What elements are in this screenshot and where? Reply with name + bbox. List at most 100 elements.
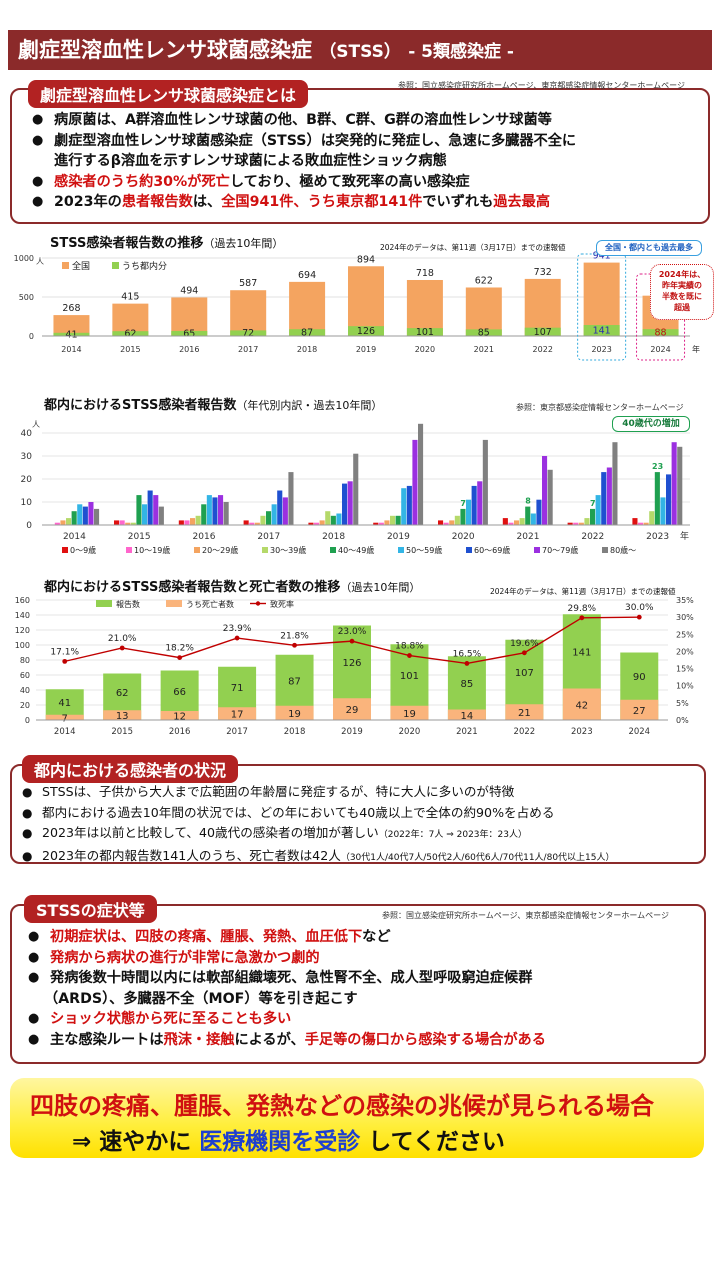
chart3-ytick: 60 bbox=[20, 671, 30, 680]
chart2-bar bbox=[243, 520, 249, 525]
chart3-title: 都内におけるSTSS感染者報告数と死亡者数の推移（過去10年間） bbox=[44, 580, 421, 595]
chart1-bar-tokyo bbox=[642, 329, 679, 336]
chart3-y2tick: 20% bbox=[676, 647, 694, 656]
chart3-label-reports: 41 bbox=[58, 698, 71, 709]
chart2-legend-label: 0～9歳 bbox=[70, 545, 96, 555]
chart3-legend-reports: 報告数 bbox=[116, 599, 140, 609]
status-bullet-2: 都内における過去10年間の状況では、どの年においても40歳以上で全体の約90%を… bbox=[22, 803, 615, 824]
chart2-bar bbox=[88, 502, 94, 525]
chart3-label-deaths: 27 bbox=[633, 706, 646, 717]
chart1-label-tokyo: 126 bbox=[357, 326, 375, 337]
chart2-bar bbox=[525, 506, 531, 525]
symptoms-bullet-2: 発病から病状の進行が非常に急激かつ劇的 bbox=[28, 948, 546, 969]
chart1-ytick: 500 bbox=[19, 293, 34, 302]
chart3-fatality-label: 16.5% bbox=[453, 649, 482, 659]
chart2-xtick: 2019 bbox=[387, 532, 410, 542]
chart1-bar-tokyo bbox=[524, 327, 561, 336]
chart2-bar bbox=[660, 497, 666, 525]
chart2-bar bbox=[590, 508, 596, 525]
chart2-legend-label: 10～19歳 bbox=[134, 545, 170, 555]
chart3-fatality-label: 21.0% bbox=[108, 634, 137, 644]
chart2-xtick: 2014 bbox=[63, 532, 86, 542]
chart3-label-deaths: 21 bbox=[518, 708, 531, 719]
chart3-fatality-label: 18.2% bbox=[165, 644, 194, 654]
chart2-xtick: 2017 bbox=[257, 532, 280, 542]
chart1-title: STSS感染者報告数の推移（過去10年間） bbox=[50, 236, 284, 251]
chart2-bar bbox=[547, 469, 553, 525]
chart1-label-national: 494 bbox=[180, 285, 198, 296]
chart3-label-reports: 71 bbox=[231, 683, 244, 694]
chart2-bar bbox=[136, 495, 142, 525]
chart1-bar-national bbox=[583, 262, 620, 336]
chart3-fatality-point bbox=[349, 638, 355, 644]
chart3-legend-deaths-swatch bbox=[166, 600, 182, 607]
chart1-bar-tokyo bbox=[289, 329, 326, 336]
chart1-label-tokyo: 65 bbox=[183, 328, 195, 339]
chart1-bar-national bbox=[171, 297, 208, 336]
chart2-bar bbox=[77, 504, 83, 525]
chart3-legend-rate: 致死率 bbox=[270, 599, 294, 609]
chart2-bar bbox=[142, 504, 148, 525]
chart2-bar bbox=[519, 518, 525, 525]
chart1-ytick: 1000 bbox=[14, 254, 34, 263]
chart3-y2tick: 10% bbox=[676, 682, 694, 691]
chart2-bar bbox=[266, 511, 272, 525]
chart2-bar bbox=[147, 490, 153, 525]
symptoms-bullets: 初期症状は、四肢の疼痛、腫脹、発熱、血圧低下など 発病から病状の進行が非常に急激… bbox=[28, 927, 546, 1050]
chart3-fatality-label: 17.1% bbox=[50, 647, 79, 657]
chart2-callout-40s: 40歳代の増加 bbox=[612, 416, 690, 432]
overview-bullets: 病原菌は、A群溶血性レンサ球菌の他、B群、C群、G群の溶血性レンサ球菌等 劇症型… bbox=[32, 110, 576, 213]
chart1-bar-tokyo bbox=[230, 330, 267, 336]
chart2-bar bbox=[82, 506, 88, 525]
chart1-xtick: 2023 bbox=[591, 345, 611, 354]
chart2-bar bbox=[373, 522, 379, 525]
chart1-bar-tokyo bbox=[406, 328, 443, 336]
chart2-data-label: 7 bbox=[590, 499, 596, 508]
chart1-legend-national-swatch bbox=[62, 262, 69, 269]
chart1-bar-tokyo bbox=[348, 326, 384, 336]
chart2-bar bbox=[514, 520, 520, 525]
chart3-ytick: 100 bbox=[15, 641, 30, 650]
chart1-label-national: 415 bbox=[121, 292, 139, 303]
chart2-bar bbox=[502, 518, 508, 525]
chart2-xtick: 2016 bbox=[193, 532, 216, 542]
chart3-label-deaths: 29 bbox=[346, 705, 359, 716]
overview-bullet-2: 劇症型溶血性レンサ球菌感染症（STSS）は突発的に発症し、急速に多臓器不全に bbox=[32, 131, 576, 152]
chart3-y2tick: 0% bbox=[676, 716, 689, 725]
chart3-xtick: 2021 bbox=[456, 727, 478, 737]
chart2-bar bbox=[567, 522, 573, 525]
chart2-title: 都内におけるSTSS感染者報告数（年代別内訳・過去10年間） bbox=[44, 398, 383, 413]
chart2-bar bbox=[158, 506, 164, 525]
chart1-xtick: 2015 bbox=[120, 345, 140, 354]
chart2-legend-swatch bbox=[194, 547, 200, 553]
chart2-xtick: 2023 bbox=[646, 532, 669, 542]
status-bullet-3: 2023年は以前と比較して、40歳代の感染者の増加が著しい（2022年：7人 ⇒… bbox=[22, 823, 615, 846]
chart2-bar bbox=[477, 481, 483, 525]
chart3-xtick: 2016 bbox=[169, 727, 191, 737]
chart3-xtick: 2023 bbox=[571, 727, 593, 737]
chart2-legend-swatch bbox=[602, 547, 608, 553]
symptoms-reference: 参照：国立感染症研究所ホームページ、東京都感染症情報センターホームページ bbox=[382, 911, 669, 920]
chart2-bar bbox=[342, 483, 348, 525]
chart3-legend-deaths: うち死亡者数 bbox=[186, 599, 234, 609]
chart2-bar bbox=[632, 518, 638, 525]
chart3-fatality-label: 23.0% bbox=[338, 627, 367, 637]
chart2-bar bbox=[454, 515, 460, 525]
chart2-data-label: 7 bbox=[460, 499, 466, 508]
chart2-bar bbox=[201, 504, 207, 525]
chart1-label-national: 941 bbox=[593, 251, 611, 262]
chart3-bar-deaths bbox=[45, 714, 84, 720]
chart2-legend-swatch bbox=[126, 547, 132, 553]
chart2-bar bbox=[536, 499, 542, 525]
chart2-bar bbox=[542, 456, 548, 525]
chart2-legend-label: 50～59歳 bbox=[406, 545, 442, 555]
chart3-bar-deaths bbox=[620, 699, 659, 720]
chart2-bar bbox=[378, 522, 384, 525]
chart1-legend-tokyo: うち都内分 bbox=[122, 260, 167, 272]
chart1-bar-tokyo bbox=[583, 325, 620, 336]
chart3-bar-deaths bbox=[333, 698, 371, 720]
chart3-xtick: 2017 bbox=[226, 727, 248, 737]
chart3-fatality-label: 29.8% bbox=[568, 604, 597, 614]
chart1-bar-national bbox=[524, 278, 561, 336]
chart2-bar bbox=[125, 522, 131, 525]
